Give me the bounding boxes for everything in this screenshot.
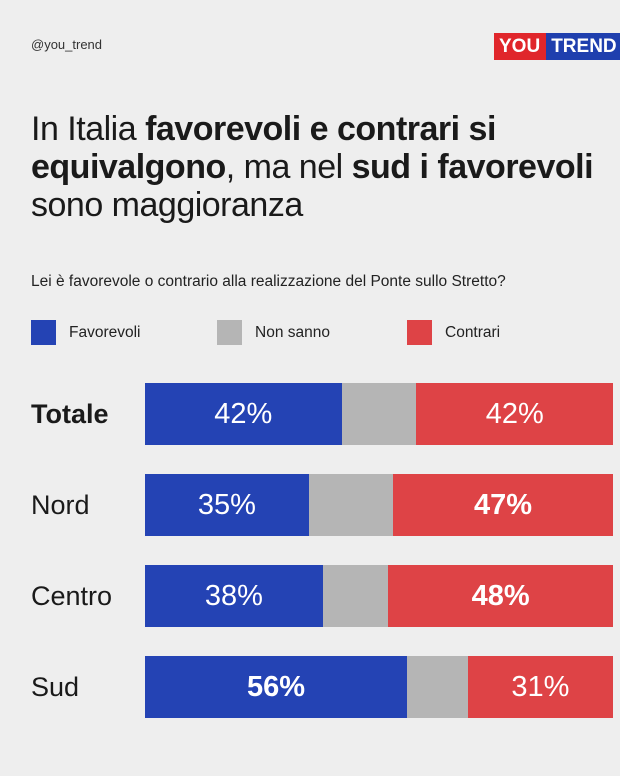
legend-swatch-contrari	[407, 320, 432, 345]
headline-part: favorevoli e contrari si equivalgono	[31, 110, 496, 186]
bar-row: Sud 56% 31%	[0, 656, 620, 718]
youtrend-logo: YOU TREND	[494, 33, 620, 60]
legend-item-non-sanno: Non sanno	[217, 320, 407, 345]
data-label: 31%	[511, 671, 570, 703]
legend-swatch-favorevoli	[31, 320, 56, 345]
headline: In Italia favorevoli e contrari si equiv…	[31, 110, 601, 224]
bar-favorevoli: 56%	[145, 656, 408, 718]
bar-contrari: 47%	[393, 474, 613, 536]
category-label: Nord	[31, 490, 90, 520]
logo-trend: TREND	[546, 33, 620, 60]
data-label: 56%	[247, 671, 306, 703]
bar-non-sanno	[407, 656, 468, 718]
category-label: Sud	[31, 672, 80, 702]
data-label: 42%	[214, 398, 273, 430]
legend-swatch-non-sanno	[217, 320, 242, 345]
data-label: 48%	[471, 580, 530, 612]
legend-label-favorevoli: Favorevoli	[69, 323, 141, 341]
account-handle: @you_trend	[31, 37, 103, 52]
data-label: 47%	[473, 489, 533, 521]
bar-row: Centro 38% 48%	[0, 565, 620, 627]
legend-item-favorevoli: Favorevoli	[31, 320, 217, 345]
survey-question: Lei è favorevole o contrario alla realiz…	[31, 273, 506, 290]
logo-you: YOU	[494, 33, 547, 60]
bar-contrari: 42%	[416, 383, 613, 445]
bar-contrari: 48%	[388, 565, 613, 627]
category-label: Centro	[31, 581, 113, 611]
legend-label-contrari: Contrari	[445, 323, 501, 341]
bar-favorevoli: 38%	[145, 565, 323, 627]
headline-part: In Italia	[31, 110, 146, 148]
legend-item-contrari: Contrari	[407, 320, 593, 345]
bar-non-sanno	[308, 474, 394, 536]
bar-non-sanno	[341, 383, 417, 445]
data-label: 42%	[485, 398, 544, 430]
bar-non-sanno	[322, 565, 389, 627]
headline-part: , ma nel	[225, 148, 352, 186]
data-label: 35%	[197, 489, 256, 521]
legend-label-non-sanno: Non sanno	[255, 323, 330, 341]
bar-contrari: 31%	[467, 656, 613, 718]
category-label: Totale	[31, 399, 109, 429]
data-label: 38%	[204, 580, 263, 612]
legend: Favorevoli Non sanno Contrari	[31, 320, 593, 345]
bar-row: Nord 35% 47%	[0, 474, 620, 536]
bar-row: Totale 42% 42%	[0, 383, 620, 445]
headline-part: sud i favorevoli	[351, 148, 594, 186]
headline-part: sono maggioranza	[31, 186, 303, 224]
bar-favorevoli: 35%	[145, 474, 309, 536]
bar-favorevoli: 42%	[145, 383, 342, 445]
